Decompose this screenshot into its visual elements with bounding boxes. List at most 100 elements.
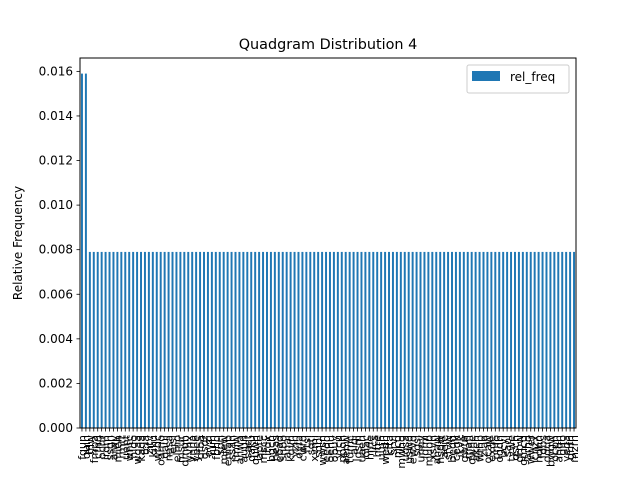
bar: [427, 251, 430, 428]
x-tick-label: auun: [237, 435, 250, 463]
x-tick-label: sprl: [214, 435, 227, 455]
x-tick-label: ahwa: [233, 435, 246, 464]
bar: [155, 251, 158, 428]
bar: [525, 251, 528, 428]
bar: [305, 251, 308, 428]
bar: [553, 251, 556, 428]
x-tick-label: cegk: [450, 434, 463, 461]
bar: [451, 251, 453, 428]
bar: [325, 251, 328, 428]
x-tick-label: ochr: [96, 435, 109, 460]
bar: [506, 251, 509, 428]
x-tick-label: gmcd: [517, 435, 530, 466]
bar: [344, 251, 347, 428]
bar: [108, 251, 111, 428]
x-tick-label: itdx: [261, 435, 274, 456]
bar: [391, 251, 394, 428]
x-tick-label: hdhn: [533, 435, 546, 463]
x-tick-label: oiac: [359, 435, 372, 458]
x-tick-label: ejsi: [167, 435, 180, 454]
bar: [462, 251, 465, 428]
bar: [195, 251, 198, 428]
bar: [533, 251, 536, 428]
bar: [521, 251, 524, 428]
x-tick-label: msur: [174, 435, 187, 463]
x-tick-label: eeqq: [320, 435, 333, 463]
x-tick-label: emab: [222, 435, 235, 466]
x-tick-label: yzjh: [289, 435, 302, 457]
bar: [104, 251, 107, 428]
x-tick-label: akeh: [470, 435, 483, 461]
x-tick-label: kiku: [147, 435, 160, 457]
x-tick-label: ldmi: [418, 435, 431, 459]
bar: [301, 251, 304, 428]
bar: [226, 251, 229, 428]
x-tick-label: ebad: [273, 435, 286, 462]
x-tick-label: ocpn: [548, 435, 561, 462]
x-tick-label: ikvk: [454, 434, 467, 457]
x-tick-label: fqun: [76, 435, 89, 460]
legend-label: rel_freq: [510, 70, 555, 84]
x-tick-label: ppoh: [336, 435, 349, 463]
x-tick-label: mjew: [218, 435, 231, 465]
bar: [474, 251, 477, 428]
bar: [403, 251, 406, 428]
x-tick-label: ssgh: [104, 435, 117, 460]
bar: [140, 251, 142, 428]
bar: [269, 251, 272, 428]
x-tick-label: exde: [485, 435, 498, 462]
x-tick-label: rmtt: [115, 434, 128, 458]
bar: [454, 251, 457, 428]
x-tick-label: tywe: [505, 435, 518, 462]
x-tick-label: yeqa: [560, 435, 573, 462]
x-tick-label: uaen: [355, 435, 368, 462]
bar: [250, 251, 253, 428]
bar: [447, 251, 450, 428]
x-tick-label: sgsi: [411, 435, 424, 457]
bar: [470, 251, 473, 428]
x-tick-label: sqtl: [304, 435, 317, 455]
bar: [407, 251, 410, 428]
bar: [328, 251, 331, 428]
bar: [360, 251, 363, 428]
bar: [210, 251, 213, 428]
x-tick-label: hrne: [363, 435, 376, 460]
x-tick-label: aeje: [438, 435, 451, 459]
x-tick-label: ahqn: [552, 435, 565, 463]
x-tick-label: fflw: [84, 435, 97, 455]
y-tick-label: 0.012: [39, 154, 73, 168]
x-tick-label: heas: [269, 435, 282, 461]
bar: [313, 251, 316, 428]
bar: [439, 251, 442, 428]
y-tick-label: 0.002: [39, 376, 73, 390]
x-tick-label: uswq: [403, 435, 416, 464]
x-tick-label: ocaw: [481, 435, 494, 464]
bar: [466, 251, 469, 428]
bar: [317, 251, 320, 428]
x-tick-label: srvi: [387, 435, 400, 455]
x-tick-label: qwhe: [466, 435, 479, 465]
y-tick-label: 0.000: [39, 421, 73, 435]
x-tick-label: sfvw: [442, 435, 455, 460]
x-tick-label: oamo: [155, 435, 168, 466]
bar: [289, 251, 292, 428]
x-tick-label: gsdr: [198, 435, 211, 460]
bar: [376, 251, 379, 428]
x-tick-label: htre: [371, 435, 384, 458]
bar: [199, 251, 202, 428]
x-tick-label: nasa: [163, 435, 176, 461]
bar: [388, 251, 390, 428]
bar: [112, 251, 115, 428]
axes-frame: [79, 57, 577, 429]
x-tick-label: oehu: [324, 435, 337, 462]
bar: [92, 251, 95, 428]
bar: [498, 251, 501, 428]
bar: [561, 251, 564, 428]
x-tick-label: unny: [415, 435, 428, 463]
x-tick-label: ogdh: [493, 435, 506, 463]
bar: [151, 251, 154, 428]
x-tick-label: wwsn: [316, 435, 329, 466]
bar: [234, 251, 237, 428]
bar: [262, 251, 265, 428]
bar: [419, 251, 422, 428]
